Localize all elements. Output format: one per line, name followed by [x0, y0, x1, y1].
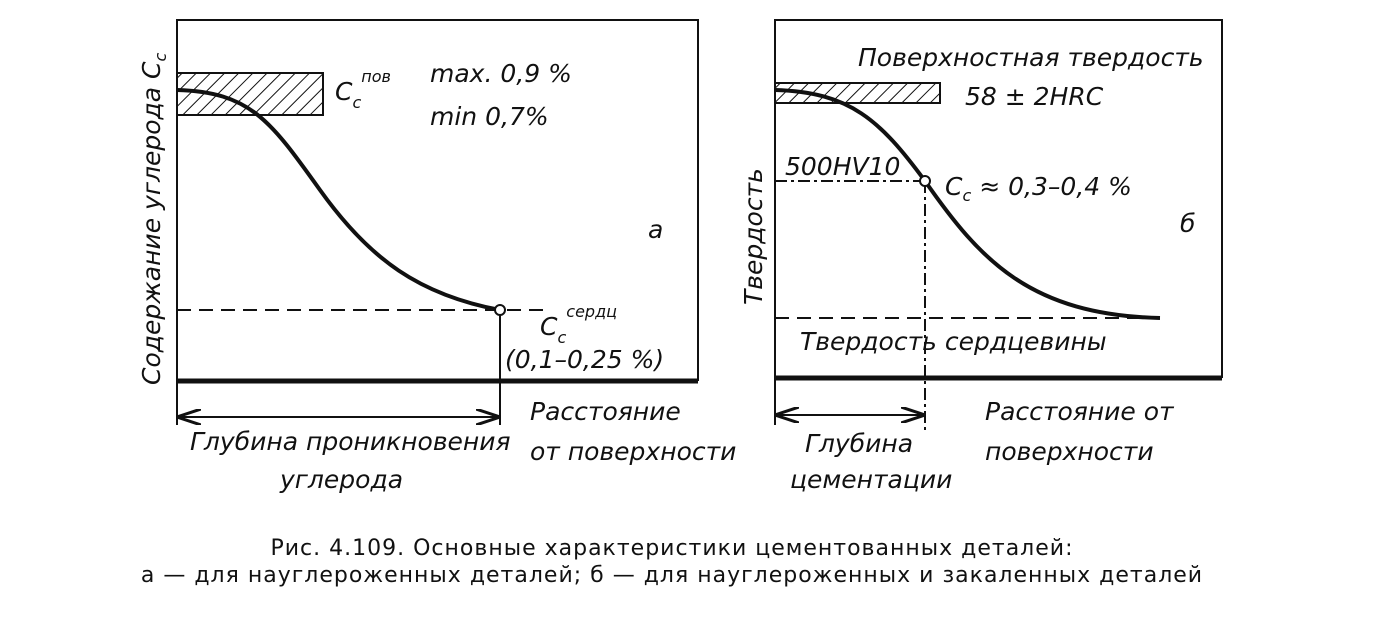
carbon-label: Cc ≈ 0,3–0,4 %	[945, 172, 1132, 207]
surface-hardness: Поверхностная твердость	[858, 43, 1204, 72]
panel-letter: б	[1180, 209, 1195, 238]
min-label: min 0,7%	[430, 102, 549, 131]
subscript: c	[962, 186, 971, 205]
x-label: от поверхности	[530, 437, 736, 466]
core-label: Ccсердц	[540, 302, 617, 347]
panel-letter: а	[648, 215, 663, 244]
subscript: c	[352, 93, 361, 112]
curve	[176, 88, 501, 312]
x-label: Расстояние от	[985, 397, 1175, 426]
subscript: c	[557, 328, 566, 347]
symbol: C	[540, 312, 558, 341]
panel-b: Твердость Поверхностная твердость 58 ± 2…	[739, 19, 1223, 494]
y-axis-label: Твердость	[739, 168, 768, 305]
curve	[774, 88, 1161, 320]
symbol: C	[945, 172, 963, 201]
panel-a: Содержание углерода Cc Ccпов max. 0,9 % …	[137, 19, 736, 494]
x-label: Расстояние	[530, 397, 681, 426]
depth-label: Глубина	[805, 429, 913, 458]
frame	[774, 19, 1223, 378]
depth-label: Глубина проникновения	[190, 427, 511, 456]
surface-label: Ccпов	[335, 67, 391, 112]
point	[494, 304, 506, 316]
label: Содержание углерода	[137, 87, 166, 385]
label: ≈ 0,3–0,4 %	[979, 172, 1132, 201]
hatch	[774, 82, 941, 104]
core-hardness: Твердость сердцевины	[800, 327, 1107, 356]
depth-label: цементации	[790, 465, 952, 494]
depth-label: углерода	[279, 465, 403, 494]
superscript: сердц	[566, 302, 617, 321]
superscript: пов	[361, 67, 391, 86]
core-range: (0,1–0,25 %)	[505, 345, 664, 374]
caption: а — для науглероженных деталей; б — для …	[141, 563, 1203, 588]
surface-value: 58 ± 2HRC	[965, 82, 1104, 111]
caption: Рис. 4.109. Основные характеристики цеме…	[270, 536, 1073, 561]
hv-label: 500HV10	[785, 152, 900, 181]
subscript: c	[151, 52, 170, 61]
max-label: max. 0,9 %	[430, 59, 572, 88]
symbol: C	[137, 61, 166, 79]
x-label: поверхности	[985, 437, 1154, 466]
frame	[176, 19, 699, 381]
point	[919, 175, 931, 187]
y-axis-label: Содержание углерода Cc	[137, 52, 170, 385]
symbol: C	[335, 77, 353, 106]
